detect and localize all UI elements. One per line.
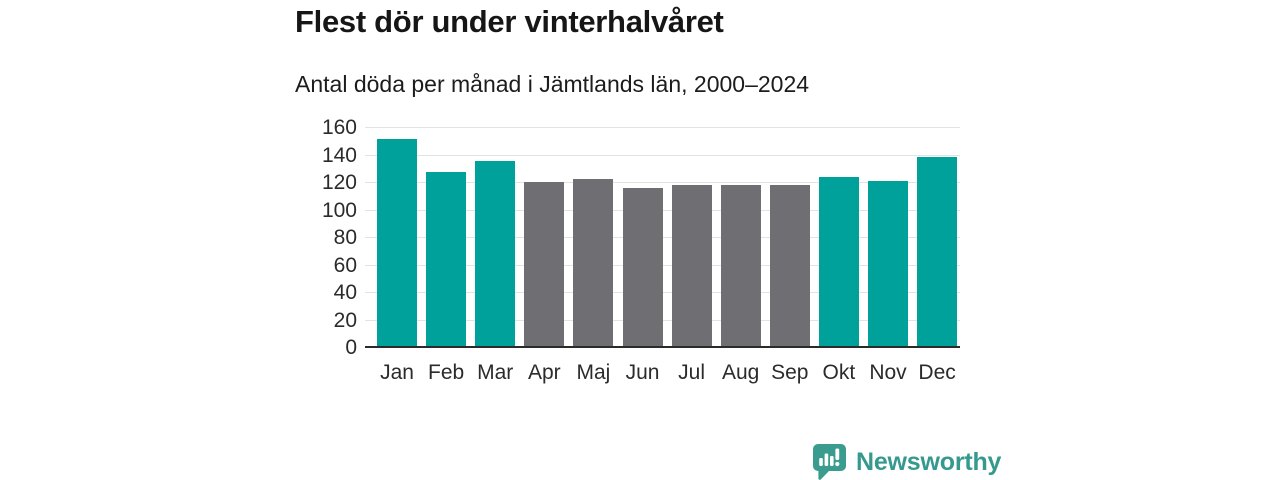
gridline-20: [365, 319, 960, 321]
bar-aug: [720, 184, 761, 347]
gridline-160: [365, 127, 960, 128]
y-tick-label-80: 80: [333, 226, 357, 249]
x-tick-label-sep: Sep: [771, 361, 809, 384]
x-tick-label-dec: Dec: [918, 361, 956, 384]
chart-subtitle: Antal döda per månad i Jämtlands län, 20…: [295, 71, 810, 97]
x-tick-label-maj: Maj: [576, 361, 611, 384]
gridline-40: [365, 292, 960, 293]
gridline-120: [365, 182, 960, 183]
bar-okt: [818, 176, 859, 347]
bar-jun: [622, 187, 663, 347]
newsworthy-logo: Newsworthy: [812, 443, 1001, 480]
chart-title: Flest dör under vinterhalvåret: [295, 4, 724, 39]
y-tick-label-60: 60: [333, 253, 357, 277]
y-tick-label-100: 100: [321, 198, 357, 222]
y-tick-label-120: 120: [321, 171, 357, 194]
bar-feb: [426, 172, 467, 347]
y-tick-label-0: 0: [345, 336, 357, 359]
bar-nov: [868, 180, 908, 347]
bar-apr: [524, 182, 565, 347]
y-tick-label-160: 160: [321, 116, 357, 139]
bar-jan: [377, 139, 417, 347]
gridline-100: [365, 209, 960, 211]
newsworthy-logo-text: Newsworthy: [856, 447, 1002, 476]
x-tick-label-feb: Feb: [428, 361, 465, 384]
gridline-60: [365, 264, 960, 266]
bar-sep: [769, 184, 810, 347]
bar-jul: [671, 184, 712, 347]
y-tick-label-40: 40: [333, 281, 357, 304]
bar-maj: [573, 179, 614, 347]
x-tick-label-nov: Nov: [869, 361, 907, 384]
x-tick-label-apr: Apr: [527, 361, 561, 384]
gridline-140: [365, 154, 960, 156]
x-tick-label-okt: Okt: [822, 361, 856, 384]
x-tick-label-mar: Mar: [477, 361, 514, 384]
y-tick-label-140: 140: [321, 143, 357, 167]
bar-dec: [917, 157, 958, 347]
x-tick-label-jan: Jan: [380, 361, 414, 384]
x-tick-label-aug: Aug: [722, 361, 760, 384]
x-tick-label-jun: Jun: [625, 361, 660, 384]
gridline-80: [365, 237, 960, 238]
bar-mar: [475, 161, 516, 347]
newsworthy-logo-icon: [813, 444, 846, 480]
x-tick-label-jul: Jul: [678, 361, 706, 384]
y-tick-label-20: 20: [333, 308, 357, 332]
x-axis-line: [365, 346, 960, 348]
